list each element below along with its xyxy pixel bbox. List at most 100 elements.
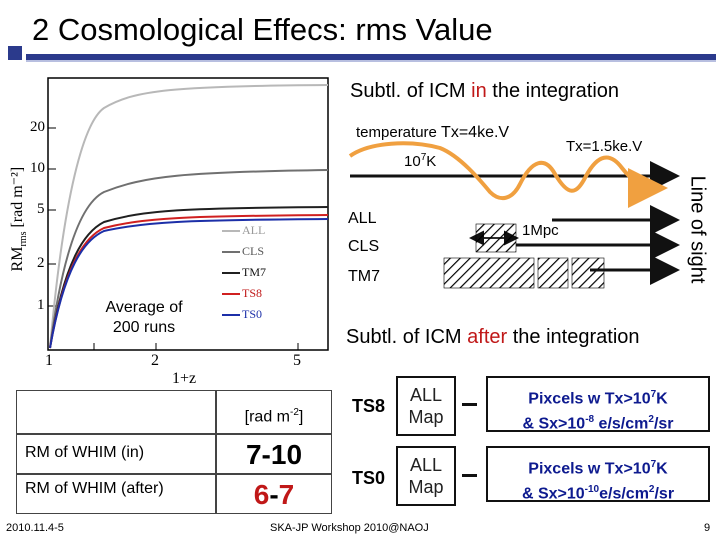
curve-all [49,84,329,349]
tm7-block-3 [571,257,605,289]
x-axis-label: 1+z [172,370,197,387]
y-tick-20: 20 [30,119,45,135]
section-after-suffix: the integration [507,326,640,348]
ts8-description-box: Pixcels w Tx>107K & Sx>10-8 e/s/cm2/sr [486,376,710,434]
temperature-label-text: temperature [356,124,442,141]
scale-label: 1Mpc [522,222,559,239]
row-label-all: ALL [348,210,377,227]
ts8-desc-l1b: K [656,390,668,408]
temperature-profile [348,141,668,208]
average-note-text: Average of 200 runs [105,299,183,336]
legend-label-ts0: TS0 [242,307,263,321]
ts0-map-line1: ALL [409,455,443,475]
temperature-value-low: Tx=1.5ke.V [566,138,643,155]
line-of-sight-label: Line of sight [686,175,709,284]
footer-date: 2010.11.4-5 [6,522,64,534]
ts0-dash [462,474,477,477]
legend-label-all: ALL [242,223,266,237]
curve-tm7 [49,206,329,349]
unit-close: ] [298,408,304,426]
title-underline [26,54,716,62]
section-in-highlight: in [471,80,487,102]
y-tick-2: 2 [37,255,45,271]
ts0-desc-l2exp: -10 [584,484,600,496]
table-header-empty [16,390,216,434]
unit-exp: -2 [289,407,299,418]
slide-title: 2 Cosmological Effecs: rms Value [32,12,493,47]
ts8-desc-l2exp: -8 [585,414,595,426]
ts8-map-line1: ALL [409,385,443,405]
ts8-map-line2: Map [408,407,444,427]
ts0-map-box: ALL Map [396,446,456,506]
ts8-desc-line1: Pixcels w Tx>107K [488,384,708,409]
footer-event: SKA-JP Workshop 2010@NAOJ [270,522,429,534]
ts8-desc-l2b: e/s/cm [594,415,649,433]
y-tick-1: 1 [37,297,45,313]
y-axis-label-unit: [rad m⁻²] [8,166,26,228]
ts8-desc-l2c: /sr [653,415,674,433]
x-tick-1: 1 [45,352,53,369]
ts0-desc-l2a: & Sx>10 [521,485,585,503]
rm-plot [4,72,340,390]
ts8-desc-l2a: & Sx>10 [522,415,586,433]
legend-label-tm7: TM7 [242,265,266,279]
plot-frame [47,77,329,351]
ts0-desc-l2c: /sr [654,485,675,503]
row2-value-b: 7 [278,479,295,510]
ts0-desc-l1exp: 7 [650,459,657,470]
ts0-desc-l2b: e/s/cm [599,485,649,503]
legend-label-ts8: TS8 [242,286,263,300]
y-axis-label-sub: rms [18,231,30,247]
ts0-desc-l2exp2: 2 [648,484,655,496]
ts8-label: TS8 [352,396,386,416]
row-label-cls: CLS [348,238,380,255]
temperature-label: temperature Tx=4ke.V [356,124,509,142]
section-in-heading: Subtl. of ICM in the integration [350,80,619,103]
average-note: Average of 200 runs [92,298,196,338]
section-after-heading: Subtl. of ICM after the integration [346,326,640,349]
temp-base-exp: 7 [420,152,427,163]
ts0-label: TS0 [352,468,386,488]
ts0-desc-line1: Pixcels w Tx>107K [488,454,708,479]
ts0-desc-line2: & Sx>10-10e/s/cm2/sr [488,479,708,504]
temp-base-num: 10 [404,153,421,170]
table-unit-header: [rad m-2] [216,390,332,434]
rm-plot-svg [47,77,329,351]
curve-cls [49,169,329,349]
section-after-prefix: Subtl. of ICM [346,326,468,348]
table-row1-label: RM of WHIM (in) [16,434,216,474]
table-row1-value: 7-10 [216,434,332,474]
temperature-value-high: Tx=4ke.V [441,124,510,141]
y-axis-label: RMrms [rad m⁻²] [7,149,29,289]
ts8-dash [462,403,477,406]
title-square-decoration [8,46,22,60]
temperature-base-label: 107K [404,152,436,170]
ts0-desc-l1a: Pixcels w Tx>10 [528,460,651,478]
temp-base-unit: K [426,153,437,170]
y-tick-5: 5 [37,201,45,217]
ts8-desc-l2exp2: 2 [648,414,654,426]
cls-row-hatch [475,223,517,253]
unit-label: [rad m [244,408,290,426]
y-tick-10: 10 [30,160,45,176]
x-tick-2: 2 [151,352,159,369]
row-label-tm7: TM7 [348,268,380,285]
row2-value-a: 6 [253,479,270,510]
line-of-sight-diagram [348,141,680,289]
curve-ts0 [49,218,329,349]
ts0-map-line2: Map [408,477,444,497]
ts8-map-box: ALL Map [396,376,456,436]
tm7-block-1 [443,257,535,289]
table-row2-label: RM of WHIM (after) [16,474,216,514]
ts8-desc-line2: & Sx>10-8 e/s/cm2/sr [488,409,708,434]
x-tick-5: 5 [293,352,301,369]
section-in-prefix: Subtl. of ICM [350,80,472,102]
section-after-highlight: after [467,326,508,348]
tm7-block-2 [537,257,569,289]
page-number: 9 [704,522,711,534]
ts0-desc-l1b: K [656,460,668,478]
y-axis-label-main: RM [8,246,26,272]
ts0-description-box: Pixcels w Tx>107K & Sx>10-10e/s/cm2/sr [486,446,710,504]
ts8-desc-l1a: Pixcels w Tx>10 [528,390,651,408]
row2-value-dash: - [269,479,279,510]
